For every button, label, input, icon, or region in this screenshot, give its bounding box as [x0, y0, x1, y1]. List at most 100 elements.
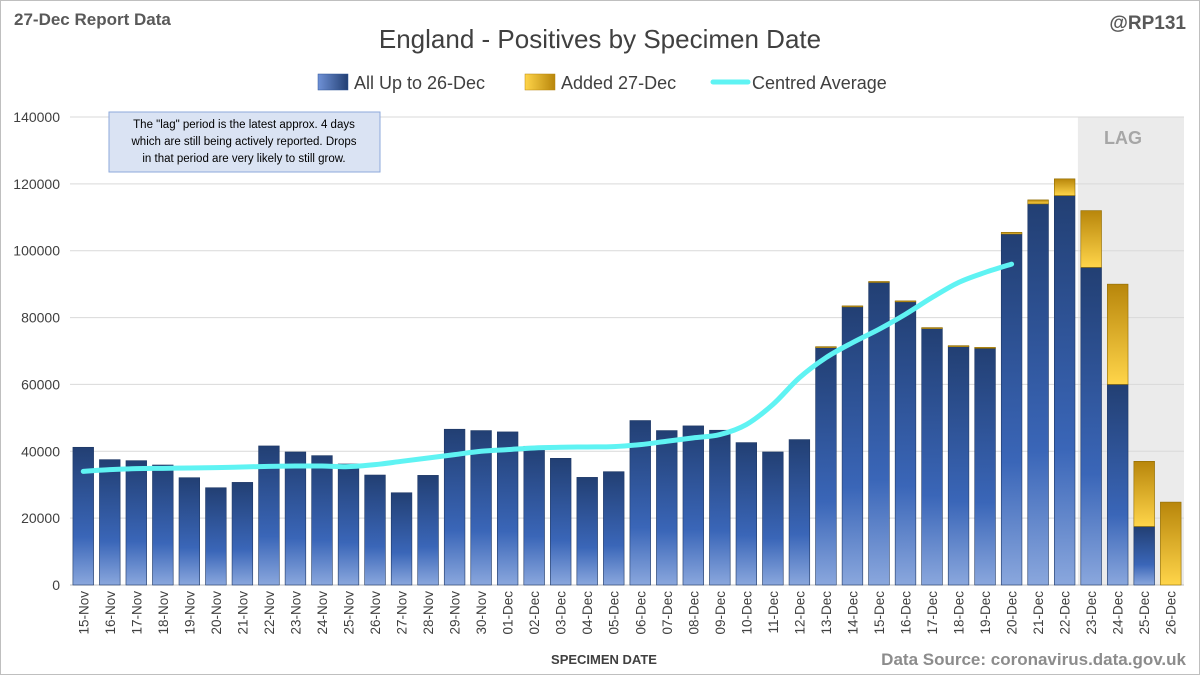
- bar-added: [1080, 210, 1102, 268]
- x-tick-label: 12-Dec: [792, 591, 807, 635]
- bar-base: [788, 439, 811, 586]
- legend-label-average: Centred Average: [752, 73, 887, 93]
- legend-swatch-added: [524, 73, 556, 91]
- lag-note-line-1: The "lag" period is the latest approx. 4…: [133, 119, 355, 131]
- x-tick-label: 29-Nov: [448, 591, 463, 635]
- bar-added: [1000, 232, 1023, 235]
- bar-base: [974, 348, 996, 586]
- x-tick-label: 16-Dec: [899, 591, 914, 635]
- bar-base: [205, 487, 227, 586]
- bar-base: [656, 430, 678, 586]
- x-tick-label: 17-Nov: [129, 591, 144, 635]
- bar-base: [337, 463, 360, 586]
- x-tick-label: 27-Nov: [395, 591, 410, 635]
- y-tick-label: 100000: [13, 243, 60, 259]
- centred-average-line: [80, 261, 1015, 474]
- author-handle: @RP131: [1109, 13, 1186, 34]
- bar-base: [523, 445, 545, 586]
- x-tick-label: 24-Dec: [1111, 591, 1126, 635]
- x-tick-label: 15-Dec: [872, 591, 887, 635]
- x-tick-label: 10-Dec: [739, 591, 754, 635]
- x-tick-label: 08-Dec: [686, 591, 701, 635]
- x-tick-label: 23-Nov: [288, 591, 303, 635]
- x-tick-label: 21-Dec: [1031, 591, 1046, 635]
- x-tick-label: 05-Dec: [607, 591, 622, 635]
- bar-base: [390, 492, 413, 586]
- data-source: Data Source: coronavirus.data.gov.uk: [881, 650, 1186, 669]
- bar-base: [364, 474, 386, 586]
- bar-added: [1160, 501, 1182, 586]
- bar-added: [921, 327, 943, 329]
- x-tick-label: 28-Nov: [421, 591, 436, 635]
- x-tick-label: 13-Dec: [819, 591, 834, 635]
- bar-base: [576, 477, 598, 586]
- chart-title: England - Positives by Specimen Date: [379, 24, 821, 54]
- bar-base: [311, 455, 333, 586]
- x-tick-label: 30-Nov: [474, 591, 489, 635]
- x-tick-label: 25-Nov: [342, 591, 357, 635]
- bar-added: [974, 347, 996, 349]
- bar-base: [231, 482, 254, 586]
- y-tick-label: 140000: [13, 109, 60, 125]
- x-tick-label: 07-Dec: [660, 591, 675, 635]
- y-tick-label: 80000: [21, 310, 60, 326]
- x-tick-label: 19-Nov: [182, 591, 197, 635]
- x-tick-label: 20-Nov: [209, 591, 224, 635]
- y-tick-label: 40000: [21, 443, 60, 459]
- bar-base: [709, 429, 731, 586]
- bar-base: [629, 420, 651, 586]
- lag-label: LAG: [1104, 128, 1142, 148]
- y-tick-label: 0: [52, 577, 60, 593]
- bar-added: [947, 345, 970, 347]
- bar-base: [1027, 203, 1049, 586]
- legend: All Up to 26-Dec Added 27-Dec Centred Av…: [317, 73, 887, 93]
- y-tick-label: 20000: [21, 510, 60, 526]
- x-tick-label: 09-Dec: [713, 591, 728, 635]
- bar-base: [125, 460, 147, 586]
- x-tick-label: 14-Dec: [845, 591, 860, 635]
- bar-base: [815, 347, 837, 586]
- bar-base: [284, 451, 307, 586]
- x-tick-label: 03-Dec: [554, 591, 569, 635]
- bar-added: [1053, 178, 1076, 196]
- bar-base: [1133, 526, 1155, 586]
- bar-added: [1027, 199, 1049, 205]
- lag-note-line-3: in that period are very likely to still …: [142, 153, 345, 165]
- bar-added: [841, 305, 864, 308]
- x-tick-label: 22-Nov: [262, 591, 277, 635]
- bar-added: [815, 346, 837, 348]
- x-tick-label: 18-Nov: [156, 591, 171, 635]
- bar-base: [762, 451, 784, 586]
- bar-base: [443, 428, 466, 586]
- bar-base: [470, 430, 492, 586]
- x-tick-label: 04-Dec: [580, 591, 595, 635]
- x-axis-title: SPECIMEN DATE: [551, 652, 657, 667]
- bar-base: [682, 425, 704, 586]
- bar-base: [894, 301, 917, 586]
- x-tick-label: 06-Dec: [633, 591, 648, 635]
- legend-label-added: Added 27-Dec: [561, 73, 676, 93]
- x-tick-label: 17-Dec: [925, 591, 940, 635]
- bar-added: [894, 300, 917, 303]
- bar-added: [1133, 461, 1155, 527]
- x-tick-label: 01-Dec: [501, 591, 516, 635]
- x-tick-label: 11-Dec: [766, 591, 781, 634]
- x-tick-label: 16-Nov: [103, 591, 118, 635]
- lag-note: The "lag" period is the latest approx. 4…: [108, 111, 381, 173]
- x-tick-label: 26-Dec: [1164, 591, 1179, 635]
- bar-added: [868, 281, 890, 283]
- bar-base: [735, 442, 758, 586]
- x-tick-label: 20-Dec: [1005, 591, 1020, 635]
- legend-swatch-base: [317, 73, 349, 91]
- bar-base: [1000, 233, 1023, 586]
- bar-base: [496, 431, 519, 586]
- bar-base: [99, 459, 121, 586]
- lag-note-line-2: which are still being actively reported.…: [131, 136, 357, 148]
- x-tick-label: 22-Dec: [1058, 591, 1073, 635]
- bar-base: [258, 445, 280, 586]
- lag-note-box: [108, 111, 381, 173]
- y-tick-label: 60000: [21, 376, 60, 392]
- bar-base: [417, 475, 439, 586]
- bar-added: [1107, 283, 1129, 385]
